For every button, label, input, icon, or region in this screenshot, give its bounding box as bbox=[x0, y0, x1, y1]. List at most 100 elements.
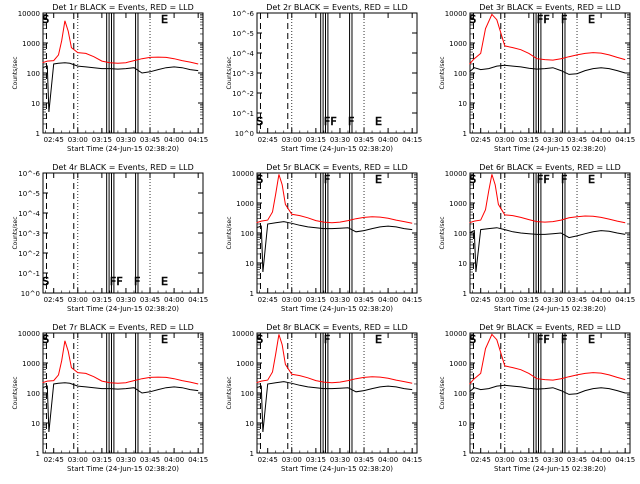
y-tick-label: 10^-3 bbox=[18, 230, 40, 238]
y-tick-label: 100 bbox=[27, 70, 40, 78]
panel-title: Det 8r BLACK = Events, RED = LLD bbox=[266, 323, 408, 332]
flag-label-S: S bbox=[469, 173, 476, 186]
x-tick-label: 03:45 bbox=[567, 136, 587, 144]
x-tick-label: 04:15 bbox=[188, 296, 208, 304]
x-tick-label: 03:15 bbox=[519, 296, 539, 304]
panel-det-8: Det 8r BLACK = Events, RED = LLD 1 10 100 10… bbox=[226, 323, 422, 473]
x-tick-label: 04:15 bbox=[615, 296, 635, 304]
y-tick-label: 10^0 bbox=[235, 130, 254, 138]
plot-frame bbox=[42, 332, 204, 454]
plot-frame bbox=[256, 12, 418, 134]
x-axis-label: Start Time (24-Jun-15 02:38:20) bbox=[281, 145, 393, 153]
x-tick-label: 03:30 bbox=[543, 136, 563, 144]
x-tick-label: 02:45 bbox=[258, 296, 278, 304]
flag-label-E: E bbox=[375, 115, 382, 128]
flag-label-E: E bbox=[161, 13, 168, 26]
series-line-lld bbox=[42, 340, 199, 385]
x-tick-label: 03:45 bbox=[354, 136, 374, 144]
flag-label-S: S bbox=[256, 333, 263, 346]
y-tick-label: 10000 bbox=[445, 10, 467, 18]
plot-frame bbox=[469, 332, 631, 454]
flag-label-E: E bbox=[161, 333, 168, 346]
flag-label-F: F bbox=[537, 173, 543, 186]
y-axis-label: Counts/sec bbox=[226, 376, 233, 409]
y-tick-label: 1000 bbox=[236, 360, 254, 368]
panel-det-9: Det 9r BLACK = Events, RED = LLD 1 10 100 10… bbox=[439, 323, 635, 473]
y-tick-label: 10000 bbox=[445, 170, 467, 178]
x-tick-label: 02:45 bbox=[258, 456, 278, 464]
x-tick-label: 03:15 bbox=[306, 296, 326, 304]
plot-frame bbox=[256, 332, 418, 454]
flag-label-F: F bbox=[324, 173, 330, 186]
y-tick-label: 1 bbox=[463, 290, 467, 298]
y-tick-label: 10 bbox=[458, 260, 467, 268]
x-tick-label: 04:00 bbox=[378, 456, 398, 464]
y-tick-label: 10^-4 bbox=[18, 210, 40, 218]
y-tick-label: 1000 bbox=[22, 360, 40, 368]
panel-title: Det 3r BLACK = Events, RED = LLD bbox=[479, 3, 621, 12]
y-axis-label: Counts/sec bbox=[226, 56, 233, 89]
y-axis-label: Counts/sec bbox=[12, 216, 19, 249]
panel-det-1: Det 1r BLACK = Events, RED = LLD 1 10 100 10… bbox=[12, 3, 208, 153]
y-tick-label: 100 bbox=[454, 70, 467, 78]
y-tick-label: 100 bbox=[241, 390, 254, 398]
x-tick-label: 03:00 bbox=[68, 136, 88, 144]
x-tick-label: 02:45 bbox=[471, 296, 491, 304]
x-tick-label: 03:00 bbox=[495, 456, 515, 464]
flag-label-F: F bbox=[543, 333, 549, 346]
y-tick-label: 10 bbox=[458, 100, 467, 108]
flag-label-E: E bbox=[161, 275, 168, 288]
series-line-events bbox=[469, 384, 626, 395]
x-axis-label: Start Time (24-Jun-15 02:38:20) bbox=[67, 145, 179, 153]
x-tick-label: 03:30 bbox=[543, 296, 563, 304]
x-tick-label: 04:15 bbox=[615, 136, 635, 144]
x-tick-label: 03:45 bbox=[354, 296, 374, 304]
y-tick-label: 1 bbox=[463, 130, 467, 138]
x-tick-label: 04:15 bbox=[402, 456, 422, 464]
x-tick-label: 03:45 bbox=[567, 296, 587, 304]
x-tick-label: 03:15 bbox=[92, 456, 112, 464]
flag-label-F: F bbox=[561, 333, 567, 346]
flag-label-E: E bbox=[375, 173, 382, 186]
panel-det-4: Det 4r BLACK = Events, RED = LLD 10^0 10^-… bbox=[12, 163, 208, 313]
x-tick-label: 04:00 bbox=[164, 136, 184, 144]
y-tick-label: 1000 bbox=[449, 360, 467, 368]
flag-label-F: F bbox=[330, 115, 336, 128]
x-tick-label: 03:30 bbox=[116, 296, 136, 304]
x-tick-label: 04:15 bbox=[188, 136, 208, 144]
flag-label-E: E bbox=[588, 13, 595, 26]
series-line-events bbox=[42, 382, 199, 433]
y-axis-label: Counts/sec bbox=[226, 216, 233, 249]
x-tick-label: 03:15 bbox=[92, 136, 112, 144]
y-tick-label: 10^-1 bbox=[232, 110, 254, 118]
plot-frame bbox=[42, 172, 204, 294]
x-tick-label: 03:30 bbox=[543, 456, 563, 464]
y-axis-label: Counts/sec bbox=[439, 56, 446, 89]
y-tick-label: 10 bbox=[31, 420, 40, 428]
flag-label-S: S bbox=[256, 115, 263, 128]
panel-det-5: Det 5r BLACK = Events, RED = LLD 1 10 100 10… bbox=[226, 163, 422, 313]
series-line-lld bbox=[469, 13, 626, 65]
x-tick-label: 03:00 bbox=[282, 296, 302, 304]
series-line-events bbox=[469, 64, 626, 75]
series-line-events bbox=[469, 227, 626, 273]
x-tick-label: 02:45 bbox=[471, 456, 491, 464]
x-tick-label: 04:00 bbox=[378, 296, 398, 304]
flag-label-F: F bbox=[543, 173, 549, 186]
x-axis-label: Start Time (24-Jun-15 02:38:20) bbox=[67, 305, 179, 313]
panel-title: Det 1r BLACK = Events, RED = LLD bbox=[52, 3, 194, 12]
x-tick-label: 02:45 bbox=[44, 456, 64, 464]
x-axis-label: Start Time (24-Jun-15 02:38:20) bbox=[494, 145, 606, 153]
series-line-lld bbox=[42, 20, 199, 65]
y-axis-label: Counts/sec bbox=[439, 376, 446, 409]
y-tick-label: 10^-6 bbox=[232, 10, 254, 18]
x-tick-label: 03:45 bbox=[567, 456, 587, 464]
y-tick-label: 1 bbox=[250, 290, 254, 298]
panel-title: Det 7r BLACK = Events, RED = LLD bbox=[52, 323, 194, 332]
y-tick-label: 10^-4 bbox=[232, 50, 254, 58]
x-axis-label: Start Time (24-Jun-15 02:38:20) bbox=[67, 465, 179, 473]
flag-label-F: F bbox=[110, 275, 116, 288]
plot-frame bbox=[469, 172, 631, 294]
y-tick-label: 10 bbox=[245, 420, 254, 428]
